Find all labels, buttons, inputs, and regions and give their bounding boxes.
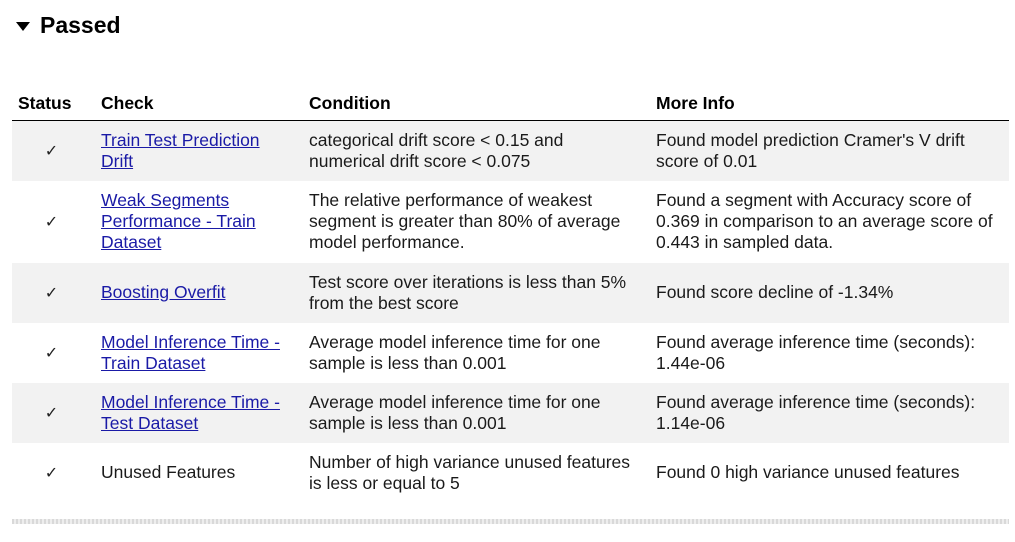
more-info-cell: Found score decline of -1.34% [646, 262, 1009, 323]
check-mark-icon: ✓ [44, 284, 59, 302]
check-mark-icon: ✓ [44, 142, 59, 160]
more-info-column-header: More Info [646, 86, 1009, 121]
caret-down-icon [16, 21, 30, 31]
table-row: ✓ Train Test Prediction Drift categorica… [12, 120, 1009, 181]
check-link-model-inference-time-test[interactable]: Model Inference Time - Test Dataset [101, 391, 280, 433]
check-link-boosting-overfit[interactable]: Boosting Overfit [101, 282, 226, 302]
check-mark-icon: ✓ [44, 464, 59, 482]
more-info-cell: Found model prediction Cramer's V drift … [646, 120, 1009, 181]
table-header-row: Status Check Condition More Info [12, 86, 1009, 121]
more-info-cell: Found 0 high variance unused features [646, 442, 1009, 503]
condition-cell: categorical drift score < 0.15 and numer… [299, 120, 646, 181]
passed-section-toggle[interactable]: Passed [16, 10, 121, 40]
check-mark-icon: ✓ [44, 404, 59, 422]
table-row: ✓ Weak Segments Performance - Train Data… [12, 180, 1009, 263]
condition-cell: Number of high variance unused features … [299, 442, 646, 503]
more-info-cell: Found a segment with Accuracy score of 0… [646, 180, 1009, 263]
condition-cell: Average model inference time for one sam… [299, 322, 646, 383]
table-row: ✓ Model Inference Time - Test Dataset Av… [12, 382, 1009, 443]
check-column-header: Check [91, 86, 299, 121]
more-info-cell: Found average inference time (seconds): … [646, 382, 1009, 443]
table-row: ✓ Boosting Overfit Test score over itera… [12, 262, 1009, 323]
condition-cell: Test score over iterations is less than … [299, 262, 646, 323]
table-row: ✓ Model Inference Time - Train Dataset A… [12, 322, 1009, 383]
condition-cell: The relative performance of weakest segm… [299, 180, 646, 263]
check-name-unused-features: Unused Features [91, 442, 299, 503]
more-info-cell: Found average inference time (seconds): … [646, 322, 1009, 383]
check-link-model-inference-time-train[interactable]: Model Inference Time - Train Dataset [101, 331, 280, 373]
table-row: ✓ Unused Features Number of high varianc… [12, 442, 1009, 503]
check-mark-icon: ✓ [44, 344, 59, 362]
check-link-weak-segments-performance[interactable]: Weak Segments Performance - Train Datase… [101, 190, 256, 252]
checks-table: Status Check Condition More Info ✓ Train… [12, 86, 1009, 503]
section-divider [12, 519, 1009, 524]
section-title: Passed [40, 11, 121, 38]
check-link-train-test-prediction-drift[interactable]: Train Test Prediction Drift [101, 129, 260, 171]
condition-column-header: Condition [299, 86, 646, 121]
status-column-header: Status [12, 86, 91, 121]
condition-cell: Average model inference time for one sam… [299, 382, 646, 443]
check-mark-icon: ✓ [44, 213, 59, 231]
